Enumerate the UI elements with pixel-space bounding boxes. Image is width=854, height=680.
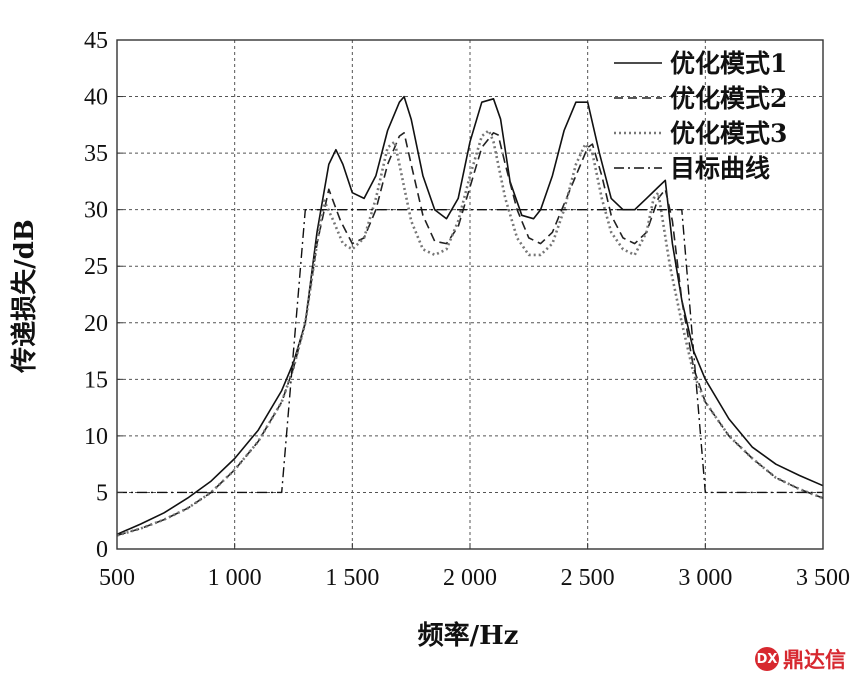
y-tick-label: 35 bbox=[84, 141, 108, 167]
x-tick-label: 2 500 bbox=[561, 565, 615, 591]
watermark-icon: DX bbox=[755, 647, 779, 671]
y-tick-label: 10 bbox=[84, 424, 108, 450]
y-tick-label: 0 bbox=[96, 537, 108, 563]
series-line-4 bbox=[117, 208, 823, 494]
x-tick-label: 2 000 bbox=[443, 565, 497, 591]
y-axis-label: 传递损失/dB bbox=[9, 219, 40, 374]
x-tick-label: 500 bbox=[99, 565, 135, 591]
legend-label-3: 优化模式3 bbox=[670, 119, 787, 148]
legend: 优化模式1 优化模式2 优化模式3 目标曲线 bbox=[614, 49, 787, 183]
x-axis-label: 频率/Hz bbox=[418, 620, 519, 651]
y-tick-label: 5 bbox=[96, 480, 108, 506]
x-tick-label: 1 500 bbox=[325, 565, 379, 591]
x-tick-label: 3 000 bbox=[678, 565, 732, 591]
watermark-text: 鼎达信 bbox=[783, 648, 846, 672]
x-tick-label: 3 500 bbox=[796, 565, 850, 591]
legend-label-1: 优化模式1 bbox=[670, 49, 787, 78]
y-tick-label: 45 bbox=[84, 28, 108, 54]
legend-label-2: 优化模式2 bbox=[670, 84, 787, 113]
legend-label-4: 目标曲线 bbox=[670, 154, 770, 183]
watermark-logo: DX 鼎达信 bbox=[755, 644, 846, 674]
x-tick-label: 1 000 bbox=[208, 565, 262, 591]
y-tick-label: 20 bbox=[84, 311, 108, 337]
y-tick-label: 30 bbox=[84, 198, 108, 224]
y-tick-label: 25 bbox=[84, 254, 108, 280]
y-axis-ticks: 0 5 10 15 20 25 30 35 40 45 bbox=[84, 28, 123, 563]
grid-lines bbox=[117, 40, 823, 549]
series-lines bbox=[116, 95, 824, 537]
x-axis-ticks: 500 1 000 1 500 2 000 2 500 3 000 3 500 bbox=[99, 543, 850, 591]
y-tick-label: 40 bbox=[84, 85, 108, 111]
y-tick-label: 15 bbox=[84, 367, 108, 393]
